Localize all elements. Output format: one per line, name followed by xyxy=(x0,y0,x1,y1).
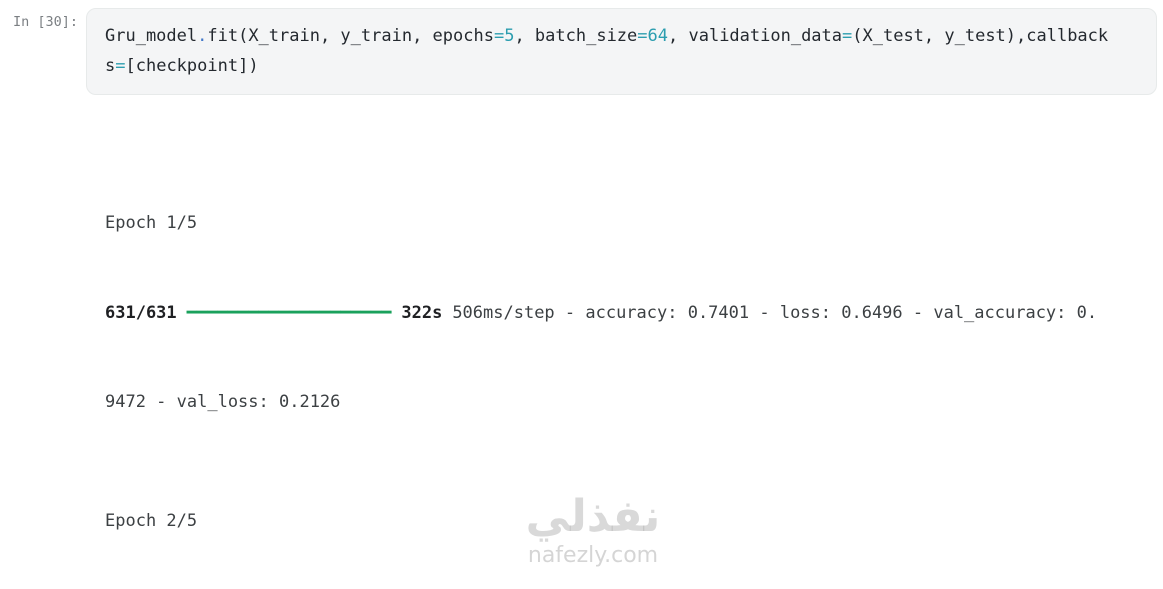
code-cell[interactable]: Gru_model.fit(X_train, y_train, epochs=5… xyxy=(86,8,1157,95)
code-token-eq: = xyxy=(115,56,126,76)
progress-line: 631/631 ━━━━━━━━━━━━━━━━━━━━ 322s 506ms/ste… xyxy=(105,299,1163,329)
code-line-2: s=[checkpoint]) xyxy=(105,51,1138,81)
code-token-eq: = xyxy=(493,26,505,46)
epoch-header: Epoch 1/5 xyxy=(105,213,198,234)
metrics-wrap-line: 9472 - val_loss: 0.2126 xyxy=(105,392,341,413)
cell-output: Epoch 1/5 631/631 ━━━━━━━━━━━━━━━━━━━━ 322… xyxy=(105,120,1163,589)
epoch-time: 322s xyxy=(401,302,443,323)
code-token-epochs-value: 5 xyxy=(504,26,515,46)
code-token-batch-arg: , batch_size xyxy=(514,26,638,46)
code-token-dot: . xyxy=(197,26,208,46)
code-token-eq: = xyxy=(842,26,853,46)
code-token-callbacks-arg: s xyxy=(105,56,116,76)
code-cell-row: In [30]: Gru_model.fit(X_train, y_train,… xyxy=(0,0,1163,95)
code-token-callbacks-value: [checkpoint]) xyxy=(125,56,259,76)
input-prompt: In [30]: xyxy=(13,14,79,30)
code-token-eq: = xyxy=(637,26,648,46)
code-token-call: fit(X_train, y_train, epochs xyxy=(207,26,494,46)
code-token-model: Gru_model xyxy=(105,26,198,46)
step-count: 631/631 xyxy=(105,302,177,323)
code-token-batch-value: 64 xyxy=(647,26,669,46)
epoch-metrics: 506ms/step - accuracy: 0.7401 - loss: 0.… xyxy=(452,302,1098,323)
code-line-1: Gru_model.fit(X_train, y_train, epochs=5… xyxy=(105,21,1138,51)
code-token-validation-values: (X_test, y_test),callback xyxy=(852,26,1109,46)
epoch-header: Epoch 2/5 xyxy=(105,511,198,532)
progress-bar: ━━━━━━━━━━━━━━━━━━━━ xyxy=(186,302,392,323)
code-token-validation-arg: , validation_data xyxy=(668,26,843,46)
